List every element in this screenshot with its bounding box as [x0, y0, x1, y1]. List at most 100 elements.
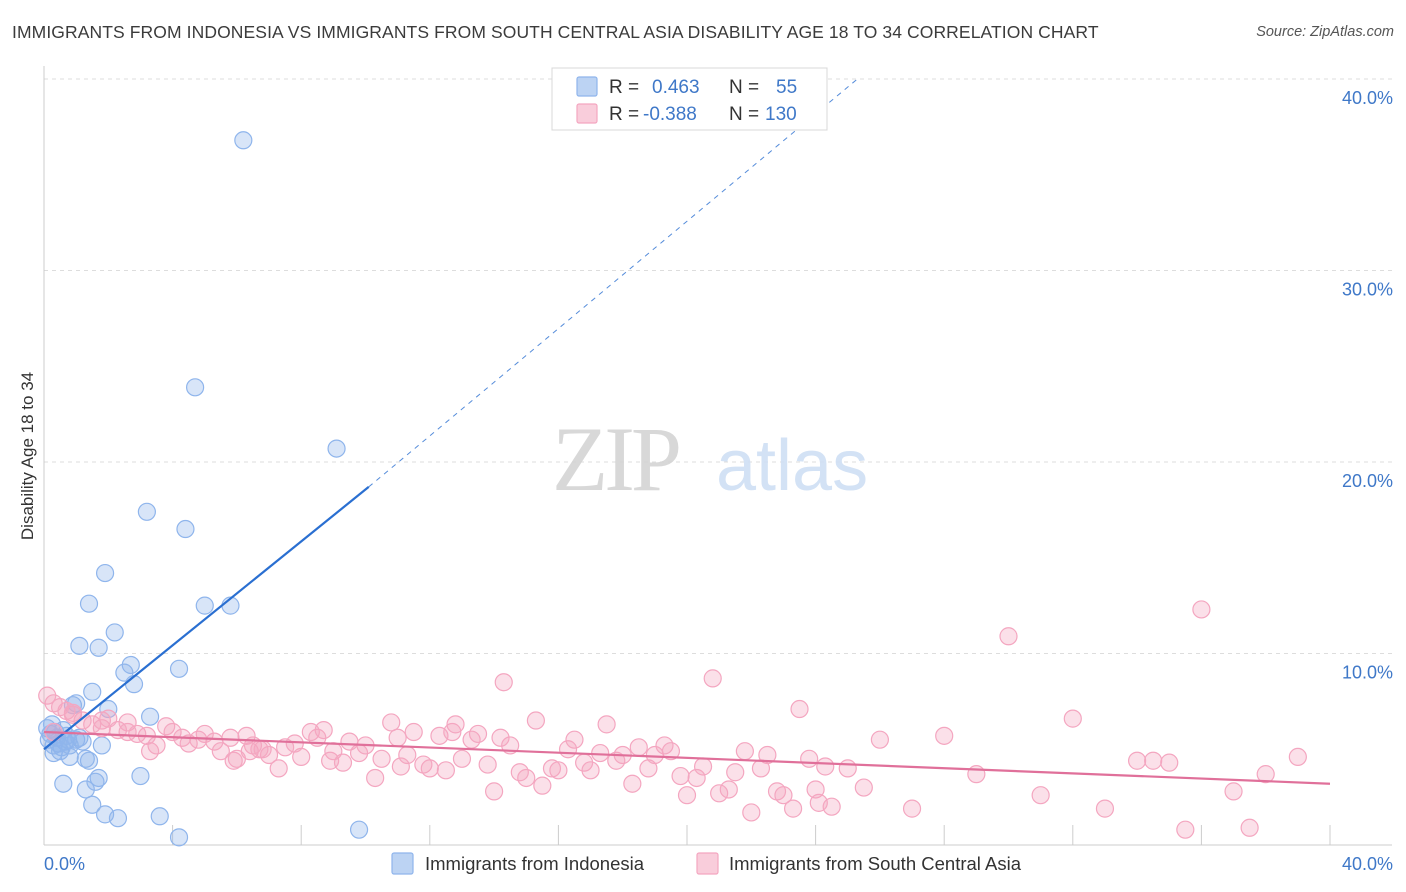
data-point-south-central-asia	[240, 742, 259, 761]
legend-n-label-indonesia: N =	[729, 77, 759, 98]
x-tick-label-max: 40.0%	[1342, 854, 1393, 874]
data-point-south-central-asia	[526, 711, 545, 730]
data-point-south-central-asia	[838, 759, 857, 778]
data-point-south-central-asia	[816, 757, 835, 776]
data-point-indonesia	[76, 749, 95, 768]
data-point-indonesia	[92, 736, 111, 755]
data-point-indonesia	[140, 707, 160, 726]
series-indonesia-points	[38, 131, 369, 847]
data-point-south-central-asia	[809, 793, 828, 812]
data-point-south-central-asia	[292, 747, 311, 767]
data-point-south-central-asia	[671, 766, 690, 786]
trend-line-indonesia	[43, 486, 370, 751]
data-point-indonesia	[176, 519, 195, 539]
data-point-south-central-asia	[790, 699, 809, 719]
data-point-indonesia	[79, 751, 99, 770]
y-tick-label: 30.0%	[1342, 280, 1393, 300]
legend-swatch-indonesia	[576, 76, 598, 97]
data-point-indonesia	[60, 747, 79, 767]
legend-n-value-south-central-asia: 130	[765, 104, 797, 125]
data-point-south-central-asia	[661, 742, 681, 761]
data-point-south-central-asia	[742, 803, 761, 822]
data-point-south-central-asia	[800, 749, 819, 768]
data-point-south-central-asia	[533, 776, 552, 795]
data-point-south-central-asia	[677, 786, 697, 805]
watermark: ZIP atlas	[552, 408, 868, 510]
chart-title: IMMIGRANTS FROM INDONESIA VS IMMIGRANTS …	[12, 22, 1099, 42]
stats-legend: R = 0.463 N = 55 R = -0.388 N = 130	[551, 67, 828, 131]
data-point-south-central-asia	[726, 763, 745, 782]
data-point-indonesia	[83, 682, 102, 701]
y-tick-label: 20.0%	[1342, 471, 1393, 491]
data-point-south-central-asia	[494, 673, 513, 692]
data-point-south-central-asia	[391, 757, 410, 776]
data-point-indonesia	[105, 623, 124, 642]
data-point-south-central-asia	[382, 713, 401, 732]
legend-r-value-south-central-asia: -0.388	[643, 104, 697, 125]
legend-r-value-indonesia: 0.463	[652, 77, 700, 98]
y-tick-label: 10.0%	[1342, 663, 1393, 683]
data-point-south-central-asia	[73, 711, 92, 730]
data-point-indonesia	[150, 807, 169, 826]
data-point-indonesia	[131, 766, 150, 786]
data-point-indonesia	[169, 659, 189, 678]
data-point-south-central-asia	[1224, 782, 1243, 801]
trend-line-indonesia-extension	[368, 78, 858, 488]
data-point-indonesia	[83, 795, 102, 814]
data-point-south-central-asia	[735, 742, 754, 761]
data-point-south-central-asia	[259, 745, 279, 765]
data-point-south-central-asia	[935, 726, 954, 745]
data-point-south-central-asia	[443, 722, 462, 742]
data-point-south-central-asia	[1176, 820, 1195, 839]
data-point-south-central-asia	[92, 711, 111, 730]
data-point-south-central-asia	[774, 786, 793, 805]
data-point-south-central-asia	[452, 749, 472, 768]
data-point-south-central-asia	[372, 749, 391, 768]
x-tick-label-min: 0.0%	[44, 854, 85, 874]
data-point-south-central-asia	[1031, 786, 1050, 805]
legend-n-value-indonesia: 55	[776, 77, 797, 98]
data-point-south-central-asia	[321, 751, 340, 770]
legend-swatch-south-central-asia	[576, 103, 598, 124]
data-point-south-central-asia	[854, 778, 873, 797]
data-point-south-central-asia	[719, 780, 738, 799]
data-point-south-central-asia	[581, 761, 600, 780]
data-point-indonesia	[108, 809, 128, 828]
data-point-south-central-asia	[276, 738, 295, 757]
data-point-indonesia	[95, 563, 115, 583]
data-point-south-central-asia	[92, 719, 111, 738]
data-point-south-central-asia	[1144, 751, 1163, 770]
data-point-south-central-asia	[468, 724, 488, 744]
x-axis-ticks	[43, 825, 1331, 845]
data-point-south-central-asia	[542, 759, 562, 778]
bottom-legend-label-south-central-asia: Immigrants from South Central Asia	[729, 853, 1022, 874]
data-point-indonesia	[169, 828, 189, 847]
grid-lines	[44, 78, 1392, 654]
data-point-south-central-asia	[211, 742, 230, 761]
trend-line-south-central-asia	[43, 730, 1331, 785]
watermark-atlas: atlas	[716, 426, 868, 506]
data-point-south-central-asia	[687, 768, 706, 788]
bottom-legend: Immigrants from Indonesia Immigrants fro…	[391, 852, 1022, 875]
data-point-south-central-asia	[420, 759, 439, 778]
data-point-south-central-asia	[623, 774, 642, 793]
data-point-south-central-asia	[597, 715, 616, 734]
data-point-south-central-asia	[118, 713, 137, 732]
data-point-indonesia	[89, 638, 108, 657]
data-point-indonesia	[44, 743, 63, 763]
data-point-south-central-asia	[140, 742, 160, 761]
data-point-south-central-asia	[179, 734, 198, 753]
bottom-legend-swatch-south-central-asia	[696, 852, 719, 875]
legend-r-label-indonesia: R =	[609, 77, 639, 98]
data-point-south-central-asia	[436, 761, 455, 780]
y-tick-label: 40.0%	[1342, 88, 1393, 108]
data-point-south-central-asia	[314, 720, 333, 740]
data-point-south-central-asia	[366, 768, 385, 788]
data-point-south-central-asia	[783, 799, 803, 818]
data-point-south-central-asia	[999, 627, 1018, 646]
data-point-south-central-asia	[1240, 818, 1259, 837]
data-point-south-central-asia	[388, 728, 407, 747]
stats-legend-box	[551, 67, 828, 131]
data-point-south-central-asia	[703, 669, 722, 688]
